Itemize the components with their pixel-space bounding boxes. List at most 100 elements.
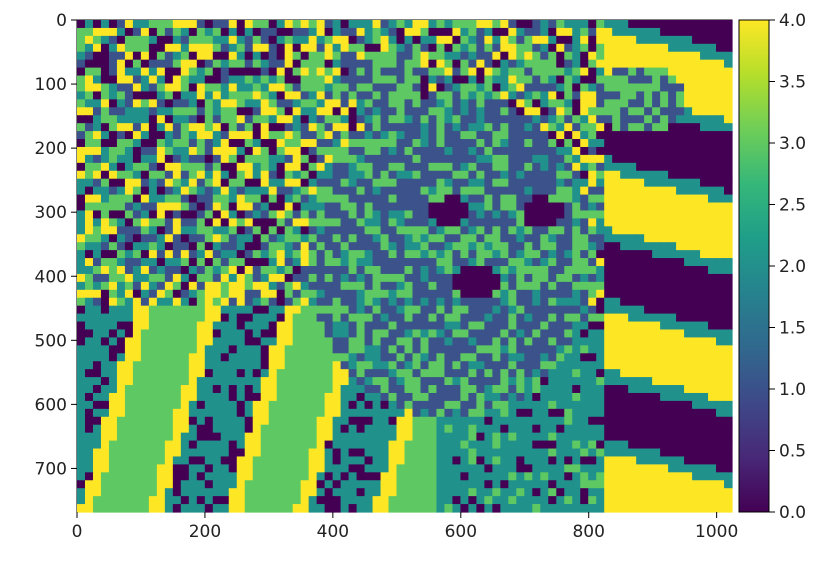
pixel-cell [644, 218, 653, 227]
pixel-cell [492, 369, 501, 378]
pixel-cell [124, 210, 134, 219]
pixel-cell [404, 218, 414, 227]
pixel-cell [396, 131, 406, 140]
pixel-cell [652, 146, 661, 156]
pixel-cell [140, 297, 150, 307]
pixel-cell [700, 472, 709, 481]
pixel-cell [148, 59, 158, 69]
pixel-cell [100, 226, 110, 235]
pixel-cell [84, 178, 94, 188]
pixel-cell [412, 392, 422, 402]
pixel-cell [516, 400, 525, 410]
pixel-cell [220, 210, 230, 219]
pixel-cell [692, 440, 701, 450]
pixel-cell [572, 345, 581, 354]
pixel-cell [524, 281, 533, 291]
pixel-cell [532, 385, 541, 394]
pixel-cell [484, 488, 493, 497]
pixel-cell [380, 408, 390, 418]
pixel-cell [140, 472, 150, 481]
pixel-cell [356, 392, 366, 402]
pixel-cell [252, 154, 262, 164]
pixel-cell [92, 353, 102, 362]
pixel-cell [556, 305, 565, 315]
pixel-cell [636, 289, 645, 299]
pixel-cell [332, 91, 342, 100]
pixel-cell [572, 67, 581, 77]
pixel-cell [604, 329, 613, 339]
pixel-cell [556, 392, 565, 402]
pixel-cell [172, 448, 182, 458]
pixel-cell [420, 20, 430, 29]
pixel-cell [612, 321, 621, 331]
pixel-cell [476, 139, 485, 148]
pixel-cell [428, 448, 438, 458]
pixel-cell [724, 480, 733, 489]
pixel-cell [604, 27, 613, 37]
pixel-cell [196, 456, 206, 465]
pixel-cell [332, 416, 342, 426]
pixel-cell [404, 416, 414, 426]
pixel-cell [164, 162, 174, 172]
pixel-cell [652, 226, 661, 235]
pixel-cell [436, 385, 446, 394]
pixel-cell [628, 139, 637, 148]
pixel-cell [428, 170, 438, 180]
pixel-cell [596, 448, 605, 458]
pixel-cell [180, 345, 190, 354]
pixel-cell [404, 472, 414, 481]
pixel-cell [492, 99, 501, 108]
pixel-cell [380, 416, 390, 426]
pixel-cell [468, 35, 477, 45]
pixel-cell [212, 424, 222, 434]
pixel-cell [444, 289, 454, 299]
pixel-cell [204, 154, 214, 164]
pixel-cell [588, 369, 597, 378]
pixel-cell [604, 202, 613, 212]
pixel-cell [372, 281, 382, 291]
pixel-cell [516, 385, 525, 394]
pixel-cell [124, 472, 134, 481]
pixel-cell [644, 329, 653, 339]
pixel-cell [316, 361, 326, 370]
pixel-cell [564, 226, 573, 235]
pixel-cell [500, 51, 509, 61]
pixel-cell [652, 27, 661, 37]
pixel-cell [572, 202, 581, 212]
pixel-cell [476, 20, 485, 29]
pixel-cell [308, 266, 318, 275]
pixel-cell [468, 162, 477, 172]
pixel-cell [572, 337, 581, 346]
pixel-cell [316, 353, 326, 362]
pixel-cell [108, 107, 118, 116]
pixel-cell [636, 43, 645, 53]
pixel-cell [172, 202, 182, 212]
pixel-cell [588, 67, 597, 77]
pixel-cell [212, 313, 222, 323]
pixel-cell [276, 408, 286, 418]
pixel-cell [284, 202, 294, 212]
pixel-cell [604, 281, 613, 291]
pixel-cell [476, 218, 485, 227]
pixel-cell [580, 424, 589, 434]
pixel-cell [276, 123, 286, 132]
pixel-cell [444, 408, 454, 418]
pixel-cell [716, 258, 725, 267]
pixel-cell [708, 321, 717, 331]
pixel-cell [420, 416, 430, 426]
pixel-cell [412, 472, 422, 481]
pixel-cell [188, 250, 198, 259]
pixel-cell [268, 369, 278, 378]
pixel-cell [324, 297, 334, 307]
pixel-cell [116, 369, 126, 378]
pixel-cell [284, 377, 294, 386]
pixel-cell [484, 139, 493, 148]
pixel-cell [132, 353, 142, 362]
pixel-cell [212, 440, 222, 450]
pixel-cell [140, 67, 150, 77]
pixel-cell [140, 83, 150, 93]
pixel-cell [148, 107, 158, 116]
pixel-cell [77, 408, 86, 418]
pixel-cell [212, 75, 222, 85]
pixel-cell [268, 337, 278, 346]
